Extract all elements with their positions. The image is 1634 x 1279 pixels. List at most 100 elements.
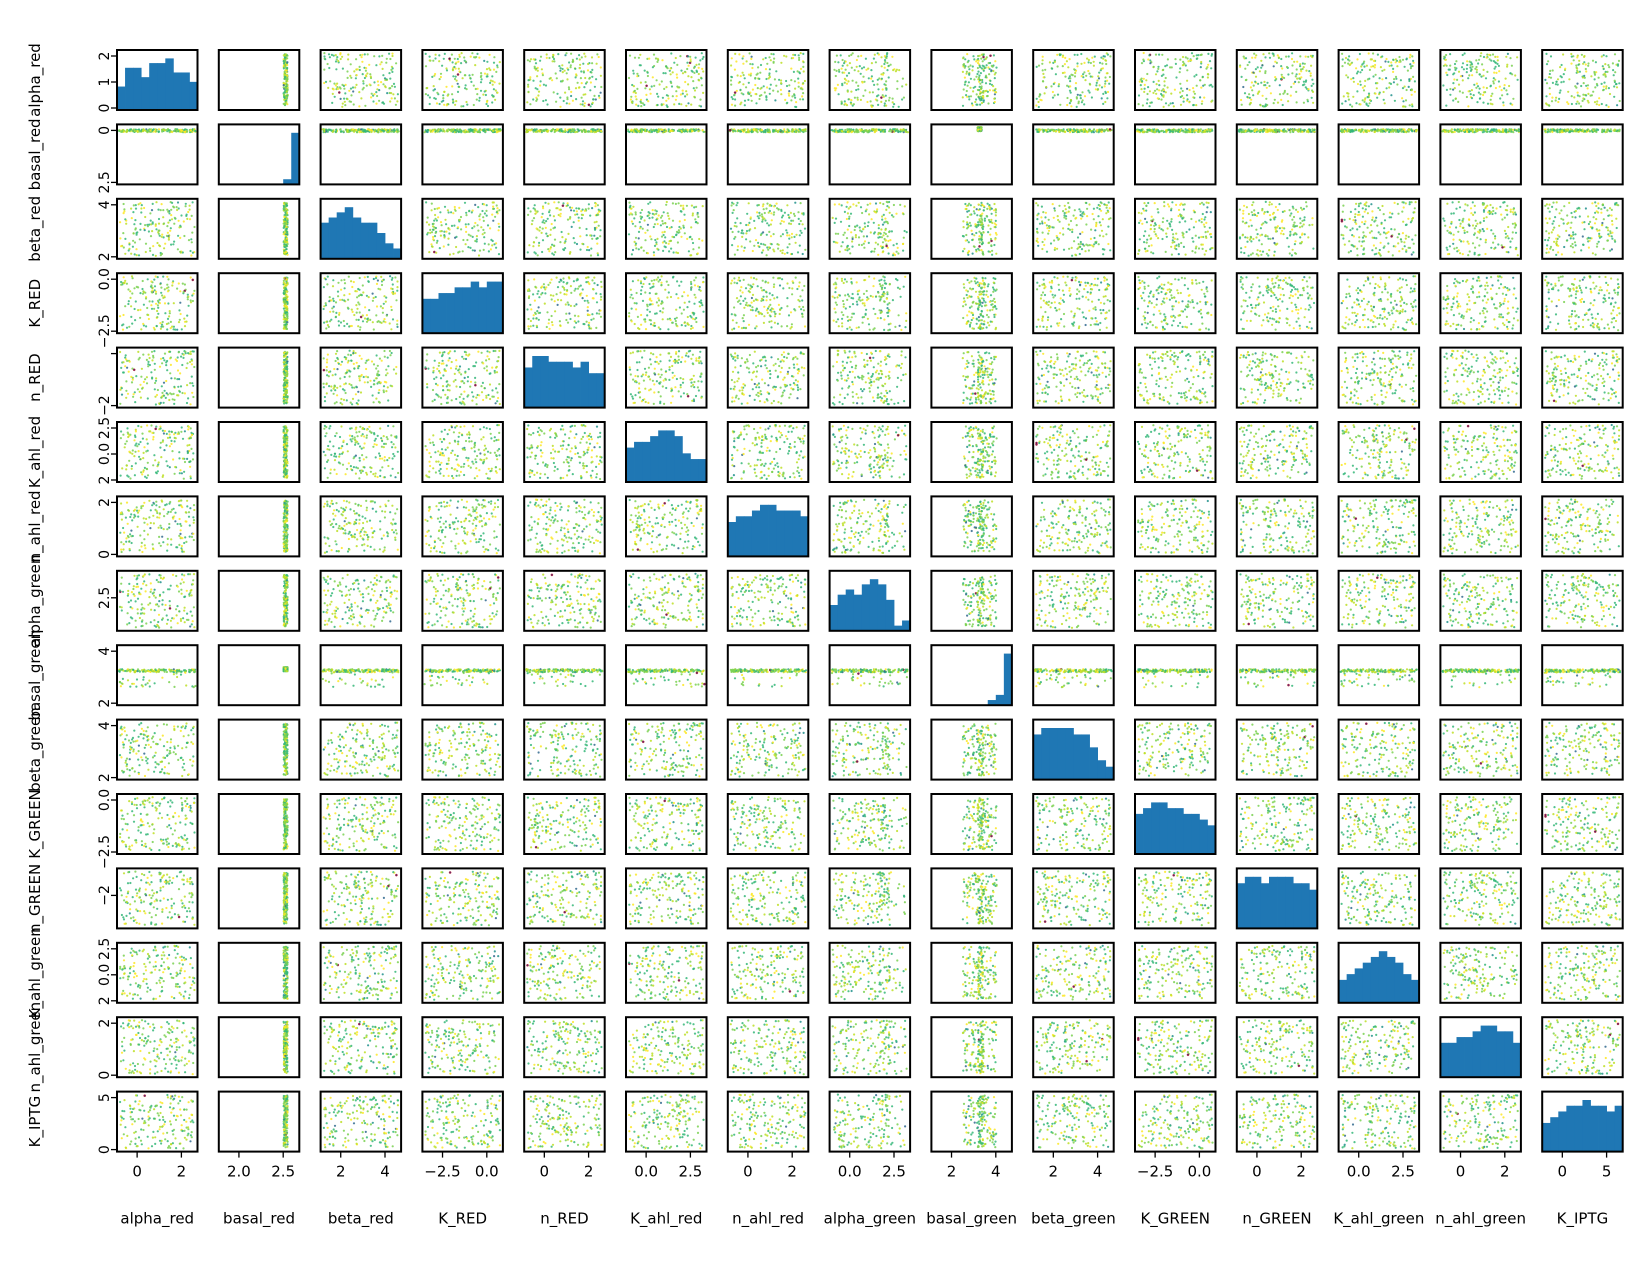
scatter-point (1394, 75, 1398, 78)
scatter-point (442, 128, 445, 131)
scatter-point (142, 128, 145, 131)
scatter-point (132, 232, 135, 235)
scatter-point (857, 55, 860, 58)
scatter-point (1295, 73, 1298, 76)
scatter-point (750, 130, 753, 133)
scatter-point (434, 72, 437, 76)
scatter-point (486, 60, 489, 63)
scatter-point (1272, 102, 1275, 105)
scatter-point (698, 63, 701, 66)
scatter-point (1250, 130, 1253, 133)
scatter-point (734, 52, 737, 56)
scatter-point (643, 69, 646, 72)
scatter-point (555, 128, 559, 131)
panel-basal_red-vs-K_GREEN (1134, 123, 1217, 186)
scatter-point (978, 79, 982, 82)
scatter-point (1390, 94, 1393, 97)
scatter-point (1361, 99, 1364, 102)
scatter-point (870, 75, 874, 78)
scatter-point (639, 81, 643, 84)
scatter-point (1549, 55, 1553, 58)
scatter-point (1475, 59, 1478, 62)
scatter-point (690, 103, 693, 106)
panel-frame (828, 123, 912, 186)
scatter-point (883, 62, 886, 66)
scatter-point (376, 88, 379, 91)
scatter-point (735, 89, 738, 92)
scatter-point (1061, 71, 1064, 75)
scatter-point (1499, 97, 1502, 100)
scatter-point (181, 251, 184, 254)
scatter-point (794, 128, 797, 131)
scatter-point (1347, 130, 1350, 133)
scatter-point (1188, 128, 1191, 131)
scatter-point (1167, 104, 1170, 107)
scatter-point (1378, 77, 1381, 80)
scatter-point (1186, 57, 1189, 60)
scatter-point (324, 128, 328, 131)
scatter-point (1457, 70, 1461, 73)
scatter-point (485, 102, 488, 106)
scatter-point (381, 67, 384, 70)
scatter-point (783, 128, 786, 131)
scatter-point (456, 73, 460, 76)
scatter-point (1307, 55, 1310, 58)
scatter-point (1483, 130, 1486, 133)
scatter-point (589, 81, 593, 84)
scatter-point (162, 216, 165, 219)
scatter-point (847, 80, 850, 83)
scatter-point (1341, 102, 1344, 105)
scatter-point (1210, 54, 1213, 57)
scatter-point (669, 129, 672, 133)
scatter-point (1285, 55, 1288, 58)
scatter-point (887, 99, 891, 102)
scatter-point (285, 88, 288, 91)
scatter-point (1158, 130, 1161, 134)
scatter-point (392, 82, 396, 85)
scatter-point (1605, 104, 1608, 107)
hist-bar (141, 77, 150, 110)
scatter-point (1185, 94, 1189, 97)
scatter-point (648, 88, 652, 91)
scatter-point (551, 60, 554, 63)
scatter-point (373, 130, 376, 133)
scatter-point (961, 104, 965, 107)
scatter-point (424, 93, 427, 96)
scatter-point (1089, 75, 1092, 78)
scatter-point (742, 129, 746, 132)
scatter-point (535, 96, 538, 99)
scatter-point (1305, 79, 1308, 82)
scatter-point (155, 130, 158, 133)
scatter-point (838, 70, 841, 73)
scatter-point (692, 87, 695, 90)
scatter-point (1206, 76, 1209, 79)
scatter-point (1088, 128, 1091, 131)
scatter-point (747, 91, 750, 94)
scatter-point (1172, 105, 1175, 108)
scatter-point (1544, 131, 1547, 134)
scatter-point (1106, 97, 1109, 100)
scatter-point (1066, 103, 1069, 107)
scatter-point (1445, 53, 1448, 57)
scatter-point (1104, 59, 1108, 62)
scatter-point (843, 71, 846, 74)
scatter-point (568, 102, 571, 105)
scatter-point (855, 128, 858, 131)
scatter-point (380, 61, 383, 64)
scatter-point (184, 205, 187, 208)
scatter-point (799, 67, 803, 70)
scatter-point (1544, 128, 1547, 131)
scatter-point (1095, 84, 1098, 87)
scatter-point (774, 99, 777, 102)
scatter-point (798, 128, 801, 131)
scatter-point (735, 60, 738, 63)
scatter-point (984, 57, 987, 61)
scatter-point (1307, 88, 1310, 91)
scatter-point (1154, 73, 1158, 76)
scatter-point (1548, 76, 1551, 79)
scatter-point (1461, 62, 1465, 65)
scatter-point (1547, 104, 1551, 107)
scatter-point (358, 68, 361, 72)
scatter-point (1371, 128, 1374, 131)
scatter-point (658, 83, 661, 86)
